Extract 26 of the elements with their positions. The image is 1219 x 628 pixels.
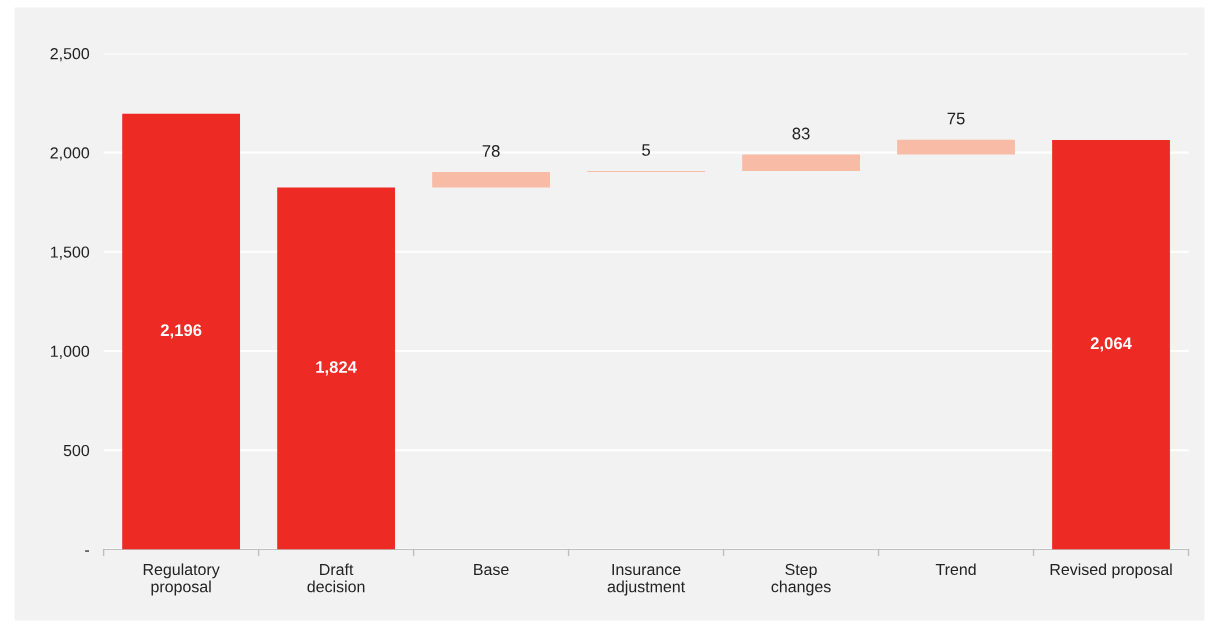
bar — [432, 172, 550, 188]
x-tick-label: Revised proposal — [1050, 563, 1172, 579]
y-tick-label: 1,500 — [50, 246, 90, 260]
data-label: 75 — [947, 112, 965, 125]
x-tick-label: Base — [474, 563, 509, 576]
bar — [897, 139, 1015, 155]
data-label: 5 — [642, 144, 651, 156]
bar — [742, 154, 860, 172]
data-label: 1,824 — [316, 361, 357, 376]
bar — [1052, 139, 1170, 550]
y-tick-label: 2,000 — [50, 147, 90, 161]
x-tick-label: Step changes — [771, 563, 831, 596]
y-tick-label: 1,000 — [50, 345, 90, 359]
y-tick-label: 500 — [63, 444, 90, 457]
bar — [277, 187, 395, 550]
y-tick-label: 2,500 — [50, 48, 90, 62]
x-tick-label: Trend — [935, 563, 976, 576]
data-label: 2,064 — [1090, 337, 1132, 352]
bar — [122, 113, 240, 550]
x-tick-label: Regulatory proposal — [143, 563, 220, 596]
x-tick-label: Draft decision — [307, 563, 365, 593]
y-tick-label: - — [85, 550, 90, 552]
data-label: 78 — [482, 145, 500, 157]
x-tick-label: Insurance adjustment — [607, 563, 686, 596]
data-label: 2,196 — [160, 324, 202, 339]
data-label: 83 — [792, 127, 810, 140]
